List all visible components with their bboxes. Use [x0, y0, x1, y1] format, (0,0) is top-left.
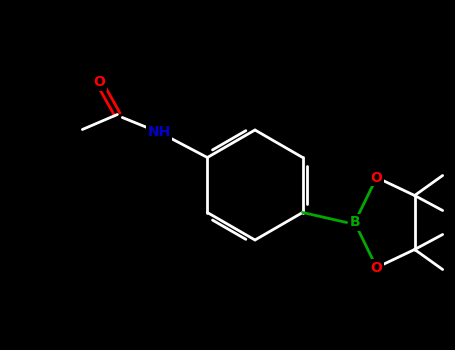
Text: O: O — [371, 170, 383, 184]
Text: B: B — [349, 216, 360, 230]
Text: O: O — [371, 260, 383, 274]
Text: O: O — [93, 76, 105, 90]
Text: NH: NH — [148, 126, 171, 140]
